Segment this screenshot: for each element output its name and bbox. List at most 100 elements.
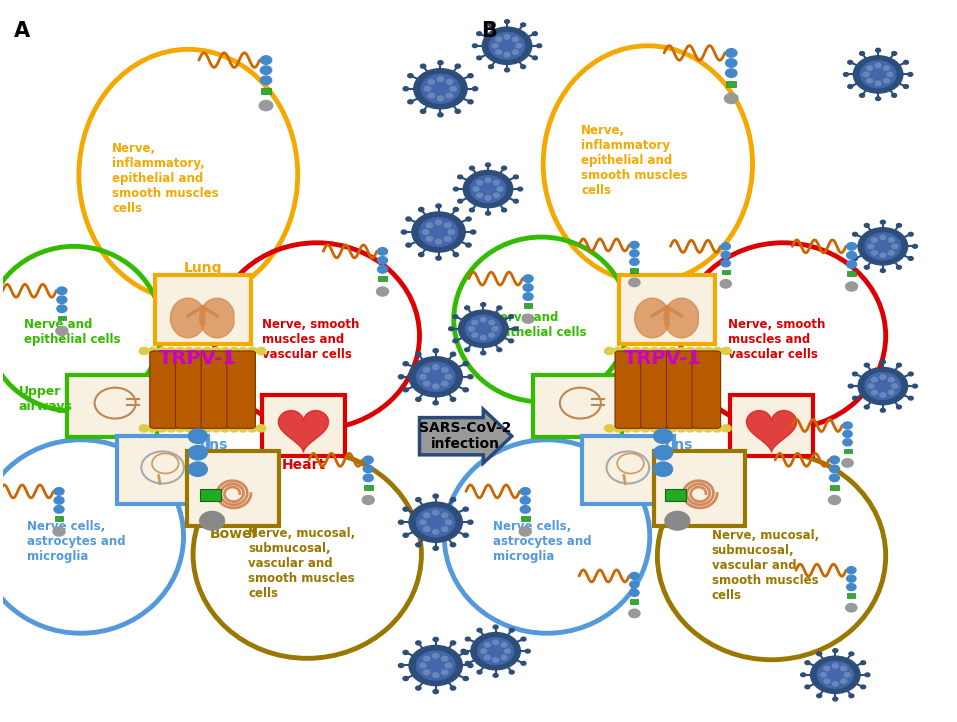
FancyBboxPatch shape [665, 490, 686, 500]
Circle shape [883, 79, 889, 83]
Circle shape [423, 513, 430, 518]
Circle shape [859, 94, 864, 97]
Text: TRPV-1: TRPV-1 [159, 349, 236, 368]
Circle shape [468, 100, 473, 104]
Circle shape [433, 365, 439, 370]
Circle shape [493, 640, 499, 645]
Circle shape [435, 256, 441, 260]
Circle shape [908, 396, 913, 400]
Circle shape [849, 652, 854, 656]
Circle shape [468, 74, 473, 78]
Polygon shape [278, 411, 328, 452]
Circle shape [441, 367, 448, 373]
Circle shape [897, 363, 901, 367]
Circle shape [504, 649, 510, 653]
Circle shape [247, 425, 256, 432]
Circle shape [853, 256, 857, 261]
Circle shape [509, 628, 514, 632]
Circle shape [425, 87, 431, 91]
Circle shape [441, 656, 448, 661]
Circle shape [484, 656, 490, 660]
Circle shape [435, 239, 442, 244]
Circle shape [880, 409, 885, 412]
Circle shape [398, 664, 404, 668]
Circle shape [888, 238, 894, 243]
Circle shape [448, 230, 455, 235]
FancyBboxPatch shape [364, 484, 372, 490]
Circle shape [695, 347, 704, 355]
Circle shape [202, 425, 211, 432]
Text: Nerve cells,
astrocytes and
microglia: Nerve cells, astrocytes and microglia [493, 520, 591, 563]
Circle shape [444, 223, 451, 227]
Circle shape [605, 425, 614, 432]
Circle shape [189, 429, 208, 443]
Circle shape [409, 502, 462, 542]
Circle shape [463, 651, 468, 654]
Circle shape [193, 347, 203, 355]
Circle shape [892, 94, 897, 97]
Circle shape [458, 310, 508, 347]
Circle shape [908, 372, 913, 376]
Circle shape [423, 381, 430, 386]
Circle shape [472, 320, 478, 325]
Text: Nerve, mucosal,
submucosal,
vascular and
smooth muscles
cells: Nerve, mucosal, submucosal, vascular and… [248, 526, 355, 599]
Circle shape [504, 35, 510, 39]
Circle shape [868, 244, 874, 248]
Circle shape [456, 64, 460, 68]
Circle shape [858, 367, 907, 405]
Circle shape [875, 64, 881, 68]
Text: TRPV-1: TRPV-1 [624, 349, 702, 368]
Circle shape [175, 347, 185, 355]
Text: Upper
airways: Upper airways [19, 385, 73, 413]
Circle shape [854, 56, 902, 93]
Circle shape [468, 375, 473, 379]
Circle shape [471, 632, 521, 670]
Circle shape [504, 53, 510, 57]
Circle shape [376, 287, 389, 296]
Circle shape [406, 217, 412, 221]
Circle shape [406, 243, 412, 247]
Circle shape [426, 236, 433, 241]
FancyBboxPatch shape [847, 271, 856, 276]
Circle shape [493, 625, 498, 629]
Circle shape [494, 180, 500, 185]
Circle shape [437, 113, 443, 117]
Circle shape [488, 65, 494, 69]
FancyBboxPatch shape [631, 599, 638, 604]
Circle shape [409, 645, 462, 686]
Circle shape [630, 250, 639, 257]
FancyBboxPatch shape [847, 593, 856, 598]
Circle shape [478, 670, 482, 674]
Circle shape [868, 384, 874, 388]
Circle shape [468, 664, 473, 668]
Circle shape [489, 32, 524, 59]
Circle shape [853, 396, 857, 400]
Circle shape [512, 38, 519, 42]
Circle shape [879, 375, 886, 379]
Circle shape [451, 397, 456, 401]
Circle shape [433, 673, 439, 677]
Circle shape [879, 393, 886, 397]
Circle shape [864, 363, 869, 367]
Circle shape [488, 23, 494, 27]
Circle shape [451, 641, 456, 645]
Circle shape [846, 604, 857, 612]
Circle shape [433, 494, 438, 498]
Circle shape [623, 425, 632, 432]
Circle shape [492, 43, 499, 48]
Circle shape [512, 50, 519, 54]
Text: A: A [14, 21, 31, 40]
Circle shape [518, 187, 523, 191]
Circle shape [482, 27, 532, 64]
Circle shape [445, 520, 452, 525]
Circle shape [863, 72, 869, 77]
Circle shape [403, 87, 409, 91]
Circle shape [880, 220, 885, 224]
Circle shape [489, 333, 495, 337]
Circle shape [820, 673, 827, 677]
Circle shape [466, 243, 471, 247]
Circle shape [413, 69, 467, 109]
Circle shape [830, 456, 839, 464]
Circle shape [445, 374, 452, 379]
Circle shape [403, 388, 409, 392]
